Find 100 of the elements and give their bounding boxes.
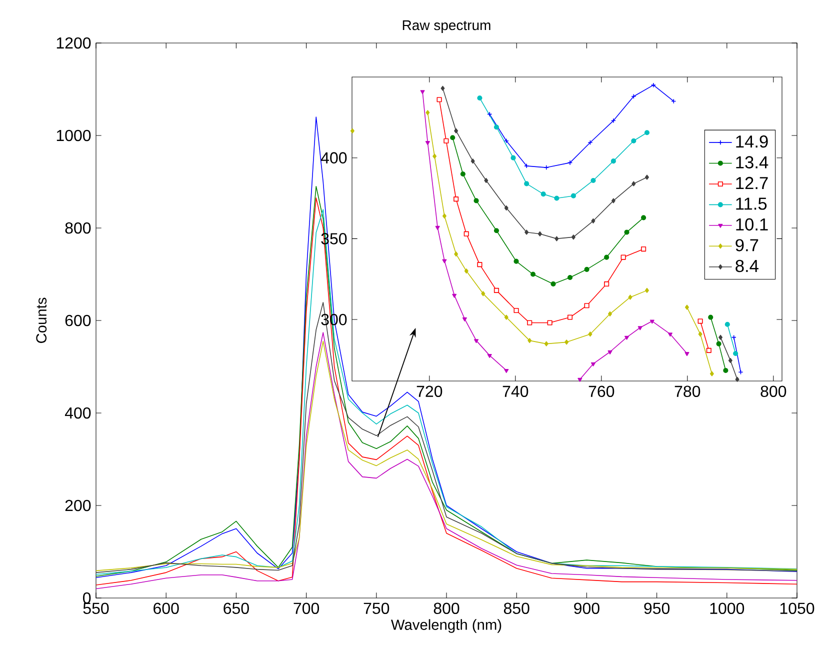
point bbox=[708, 314, 714, 320]
point bbox=[671, 98, 676, 104]
point bbox=[494, 228, 500, 234]
point bbox=[464, 231, 469, 236]
point bbox=[650, 320, 654, 324]
point bbox=[610, 158, 616, 164]
x-tick-label: 550 bbox=[83, 602, 109, 614]
point bbox=[554, 236, 559, 242]
point bbox=[698, 332, 702, 337]
y-axis-title: Counts bbox=[36, 298, 47, 343]
point bbox=[644, 174, 649, 180]
point bbox=[442, 214, 446, 219]
point bbox=[641, 246, 646, 252]
point bbox=[544, 341, 548, 346]
point bbox=[425, 141, 430, 146]
point bbox=[684, 304, 689, 310]
point bbox=[684, 352, 690, 356]
point bbox=[644, 288, 649, 293]
point bbox=[608, 311, 612, 316]
y-tick-label: 200 bbox=[65, 500, 91, 512]
point bbox=[524, 163, 530, 168]
point bbox=[608, 350, 612, 354]
legend-label: 8.4 bbox=[736, 260, 758, 272]
point bbox=[510, 155, 516, 160]
x-tick-label: 850 bbox=[504, 602, 530, 614]
point bbox=[624, 230, 630, 235]
point bbox=[481, 291, 486, 296]
point bbox=[528, 338, 532, 344]
x-tick-label: 800 bbox=[434, 602, 460, 614]
point bbox=[524, 181, 530, 186]
point bbox=[724, 322, 730, 327]
point bbox=[464, 268, 468, 274]
x-tick-label: 750 bbox=[364, 602, 390, 614]
y-tick-label: 1200 bbox=[56, 37, 91, 49]
point bbox=[527, 320, 532, 326]
point bbox=[454, 128, 458, 134]
point bbox=[584, 303, 590, 308]
y-tick-label: 800 bbox=[65, 222, 91, 234]
point bbox=[470, 158, 475, 164]
x-tick-label: 650 bbox=[224, 602, 249, 614]
point bbox=[591, 218, 596, 224]
point bbox=[604, 254, 610, 260]
point bbox=[440, 86, 445, 91]
y-tick-label: 0 bbox=[83, 592, 91, 604]
point bbox=[578, 378, 582, 382]
x-tick-label: 760 bbox=[588, 386, 614, 398]
legend-label: 14.9 bbox=[736, 135, 768, 148]
point bbox=[668, 332, 672, 337]
x-axis-title: Wavelength (nm) bbox=[391, 619, 502, 633]
point bbox=[584, 266, 590, 272]
point bbox=[604, 281, 610, 286]
y-tick-label: 400 bbox=[320, 152, 347, 164]
point bbox=[620, 254, 626, 260]
point bbox=[444, 138, 449, 144]
point bbox=[718, 334, 723, 340]
point bbox=[544, 165, 549, 170]
point bbox=[442, 259, 447, 264]
point bbox=[477, 262, 482, 268]
point bbox=[452, 294, 457, 298]
point bbox=[735, 376, 740, 382]
point bbox=[504, 205, 508, 211]
point bbox=[436, 97, 442, 102]
x-tick-label: 1000 bbox=[710, 602, 744, 614]
legend-label: 10.1 bbox=[736, 218, 768, 231]
point bbox=[567, 314, 573, 320]
point bbox=[571, 234, 576, 240]
point bbox=[550, 281, 556, 286]
point bbox=[494, 124, 500, 130]
point bbox=[706, 348, 712, 353]
point bbox=[611, 198, 616, 204]
point bbox=[710, 371, 714, 376]
point bbox=[514, 258, 519, 264]
point bbox=[504, 369, 509, 374]
point bbox=[504, 314, 508, 320]
point bbox=[554, 196, 560, 201]
point bbox=[426, 110, 430, 116]
x-tick-label: 900 bbox=[574, 602, 600, 614]
point bbox=[524, 230, 529, 235]
point bbox=[432, 154, 437, 159]
point bbox=[590, 178, 596, 184]
point bbox=[733, 350, 738, 356]
point bbox=[567, 274, 573, 280]
point bbox=[454, 196, 459, 202]
point bbox=[474, 339, 479, 344]
x-tick-label: 950 bbox=[644, 602, 670, 614]
point bbox=[570, 193, 576, 198]
point bbox=[420, 90, 425, 94]
point bbox=[450, 135, 456, 140]
legend-label: 12.7 bbox=[736, 176, 768, 190]
x-tick-label: 1050 bbox=[780, 602, 814, 614]
point bbox=[540, 192, 546, 197]
legend-label: 11.5 bbox=[736, 198, 767, 210]
point bbox=[494, 288, 500, 293]
y-tick-label: 400 bbox=[64, 407, 91, 419]
x-tick-label: 720 bbox=[416, 386, 442, 398]
y-tick-label: 1000 bbox=[56, 130, 91, 142]
point bbox=[530, 272, 536, 277]
point bbox=[460, 171, 466, 177]
point bbox=[454, 252, 458, 257]
point bbox=[538, 231, 542, 236]
